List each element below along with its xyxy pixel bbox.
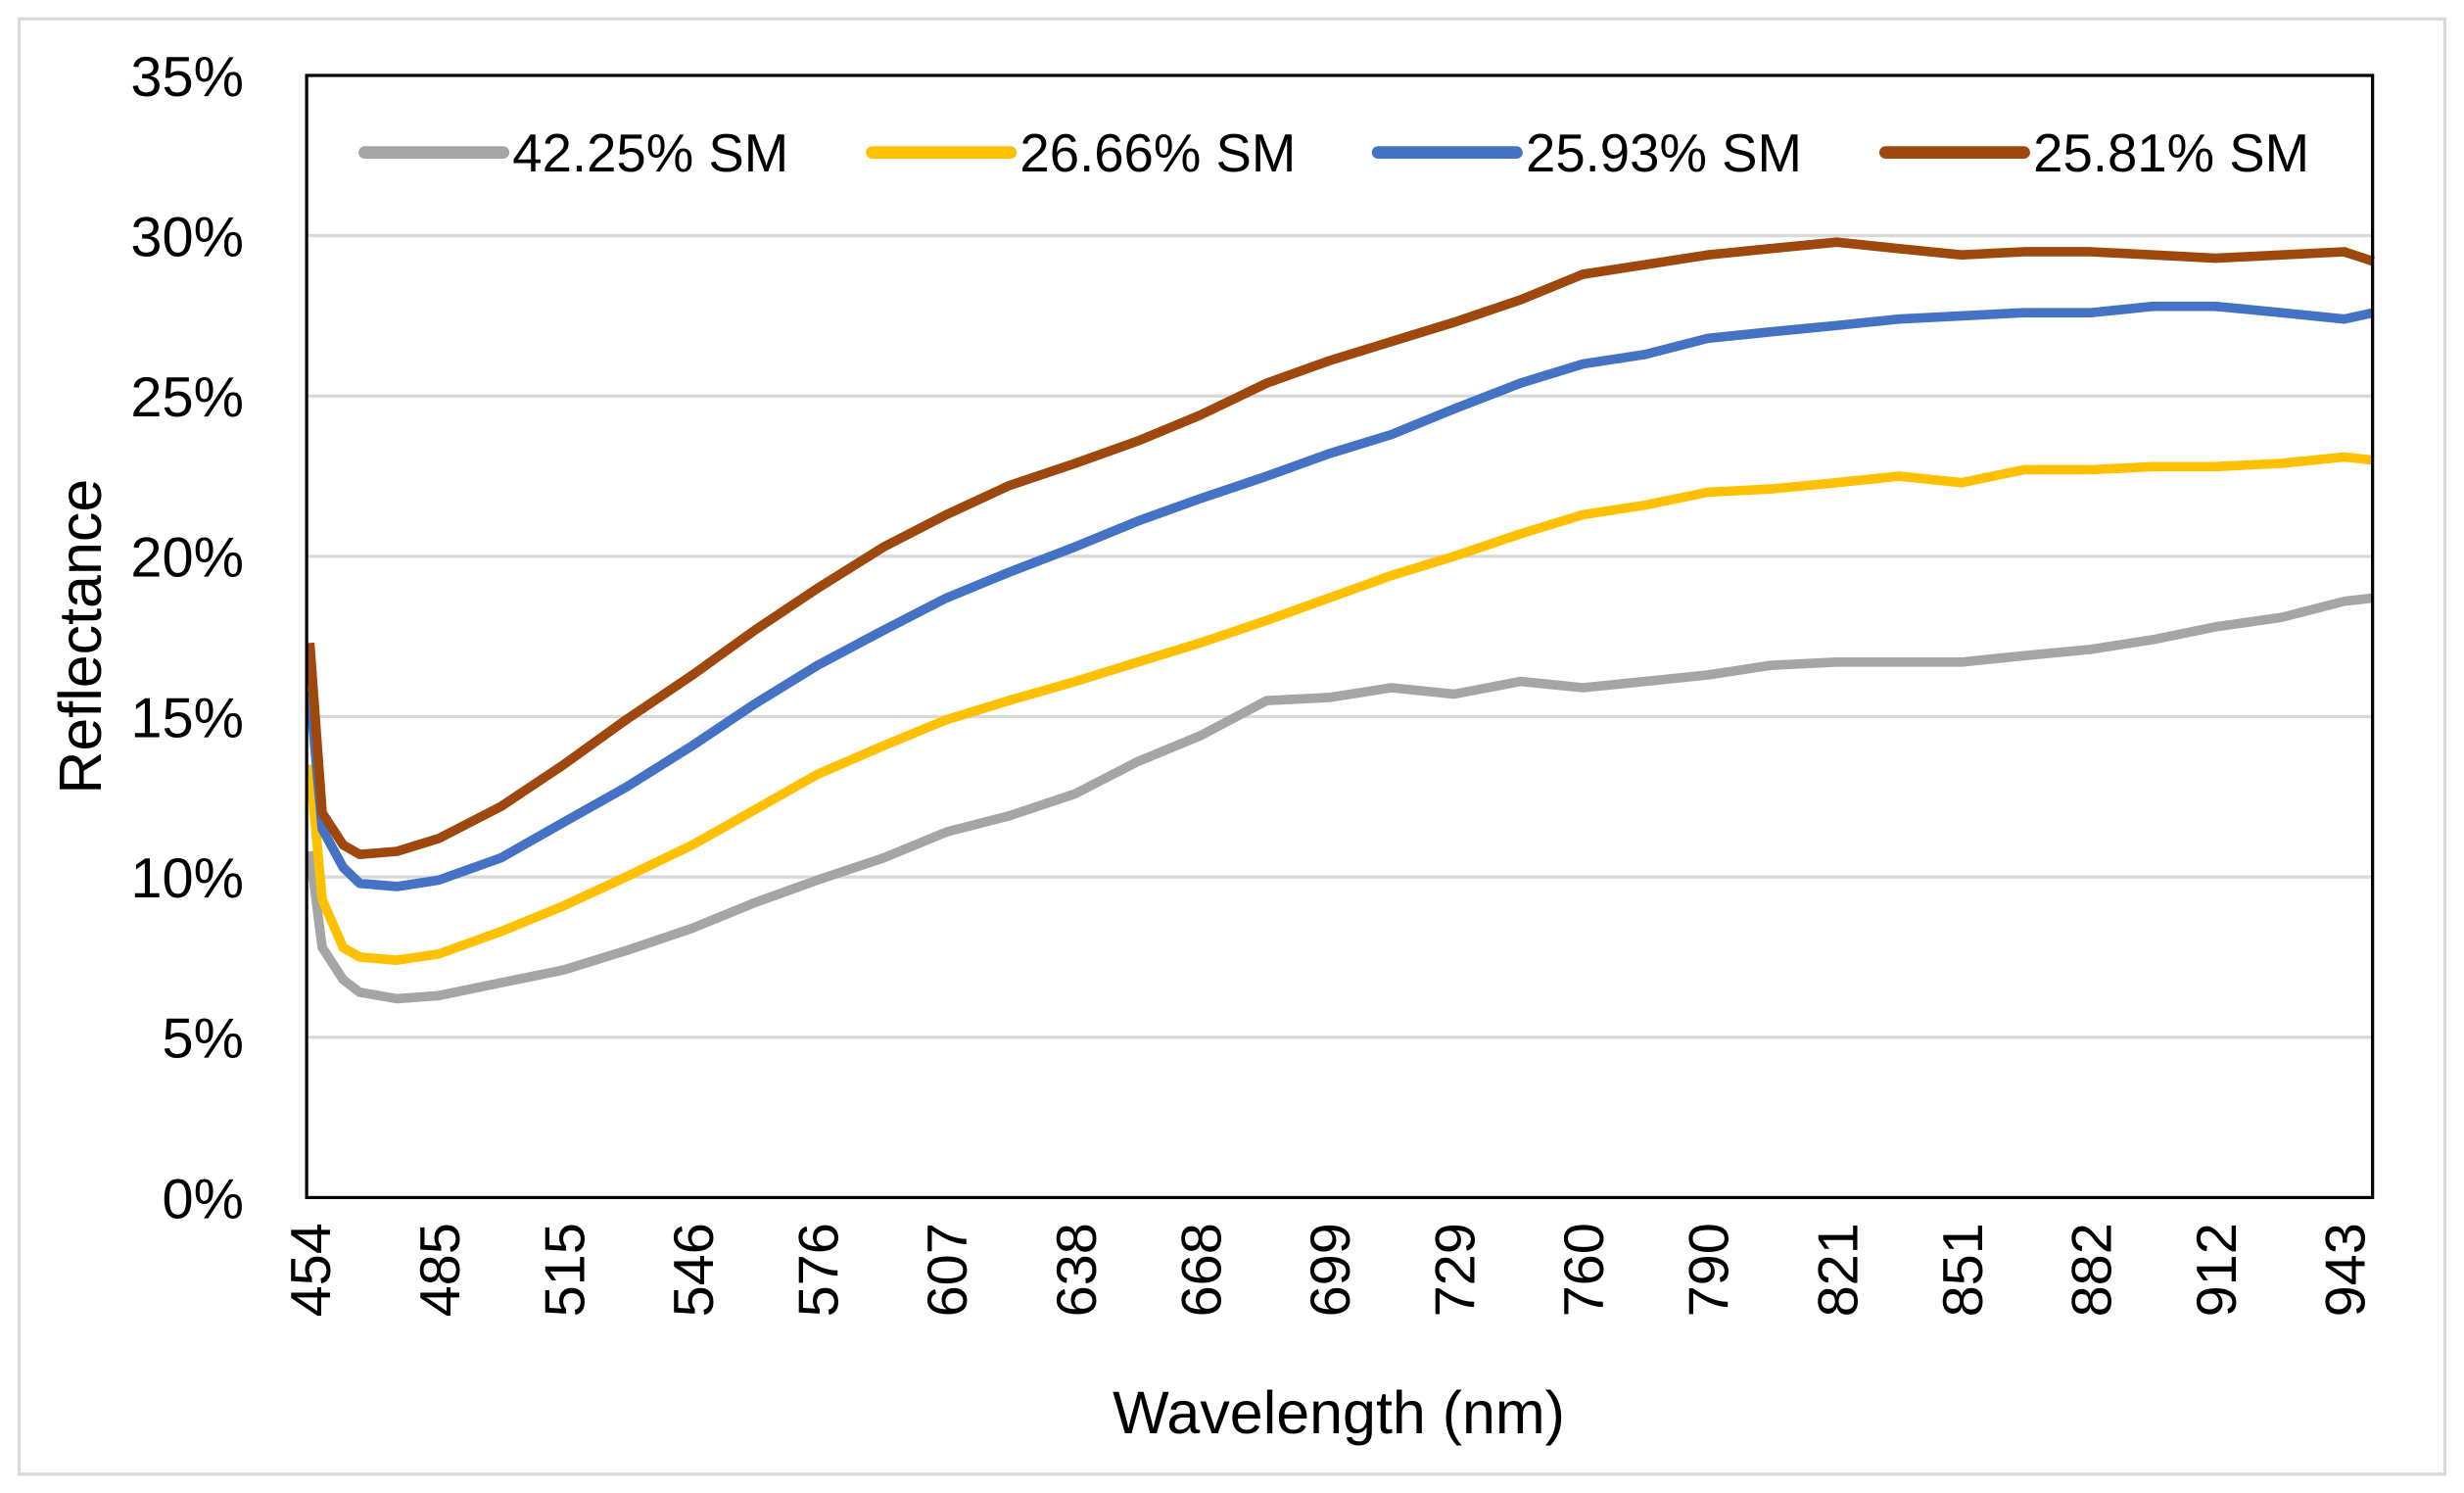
x-tick-label: 912	[2186, 1223, 2249, 1317]
x-tick-label: 576	[787, 1223, 850, 1317]
legend: 42.25% SM 26.66% SM 25.93% SM 25.81% SM	[358, 123, 2309, 183]
x-tick-label: 546	[663, 1223, 726, 1317]
y-tick-label: 20%	[130, 527, 244, 590]
x-axis-ticks: 454 485 515 546 576 607 638 668 699 729 760 790 821 8…	[280, 1223, 2377, 1317]
y-tick-label: 35%	[130, 46, 244, 109]
gridlines	[307, 234, 2373, 1039]
y-axis-ticks: 0% 5% 10% 15% 20% 25% 30% 35%	[130, 46, 244, 1230]
x-tick-label: 668	[1170, 1223, 1233, 1317]
x-tick-label: 454	[280, 1223, 343, 1317]
x-tick-label: 882	[2061, 1223, 2123, 1317]
series-line-2581	[305, 237, 2375, 860]
x-axis-label: Wavelength (nm)	[1113, 1379, 1565, 1446]
chart-frame	[17, 17, 2447, 1476]
x-tick-label: 821	[1807, 1223, 1870, 1317]
x-tick-label: 485	[409, 1223, 472, 1317]
x-tick-label: 943	[2315, 1223, 2378, 1317]
y-tick-label: 30%	[130, 206, 244, 268]
x-tick-label: 638	[1046, 1223, 1109, 1317]
y-axis-label: Reflectance	[47, 479, 114, 795]
series-line-2593	[305, 301, 2375, 891]
legend-label: 42.25% SM	[512, 123, 788, 183]
series-lines	[305, 237, 2375, 1004]
series-line-2666	[305, 452, 2374, 965]
y-tick-label: 15%	[130, 687, 244, 749]
series-line-4225	[305, 593, 2375, 1004]
x-tick-label: 760	[1553, 1223, 1616, 1317]
x-tick-label: 851	[1932, 1223, 1995, 1317]
plot-area-border	[305, 73, 2375, 1200]
legend-label: 25.81% SM	[2033, 123, 2309, 183]
x-tick-label: 515	[534, 1223, 596, 1317]
x-tick-label: 729	[1424, 1223, 1487, 1317]
y-tick-label: 25%	[130, 366, 244, 429]
y-tick-label: 5%	[162, 1008, 243, 1071]
x-tick-label: 607	[917, 1223, 979, 1317]
y-tick-label: 10%	[130, 847, 244, 910]
y-tick-label: 0%	[162, 1168, 243, 1230]
legend-label: 26.66% SM	[1019, 123, 1296, 183]
x-tick-label: 790	[1679, 1223, 1741, 1317]
legend-label: 25.93% SM	[1526, 123, 1802, 183]
x-tick-label: 699	[1300, 1223, 1362, 1317]
